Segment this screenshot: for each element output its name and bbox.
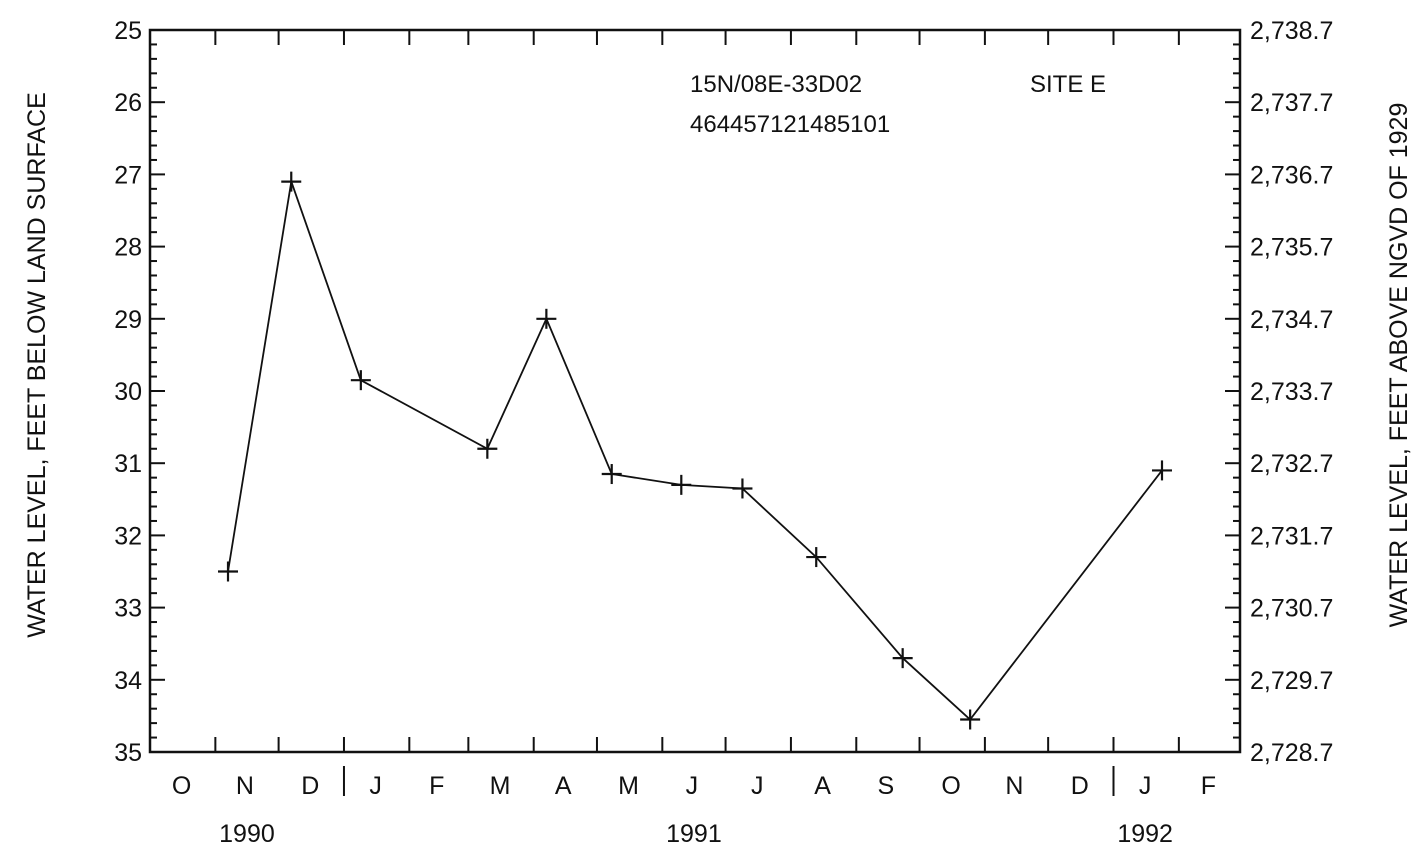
data-point-marker [601,464,622,485]
month-label: D [301,772,319,800]
month-label: N [236,772,254,800]
year-label: 1992 [1117,820,1173,848]
data-point-marker [536,308,557,329]
month-label: M [618,772,639,800]
month-label: F [429,772,444,800]
data-markers [218,171,1172,730]
left-tick-label: 32 [114,522,142,550]
data-point-marker [1151,460,1172,481]
water-level-line [227,181,1163,721]
site-number-label: 464457121485101 [690,111,890,138]
month-label: O [941,772,960,800]
x-axis: O N D J F M A M J J A S O N D J F 1990 1991 1992 [172,30,1216,848]
left-tick-label: 26 [114,89,142,117]
right-tick-label: 2,735.7 [1250,234,1333,262]
right-tick-label: 2,733.7 [1250,378,1333,406]
month-label: J [751,772,764,800]
data-point-marker [806,547,827,568]
left-y-axis-title: WATER LEVEL, FEET BELOW LAND SURFACE [23,92,51,638]
plot-border [148,28,1242,754]
left-y-axis: 25 26 27 28 29 30 31 32 33 34 35 [114,17,165,767]
data-point-marker [671,474,692,495]
month-label: J [1139,772,1152,800]
right-y-axis: 2,738.7 2,737.7 2,736.7 2,735.7 2,734.7 2,733… [1225,17,1333,767]
left-tick-label: 33 [114,595,142,623]
left-tick-label: 35 [114,739,142,767]
month-label: N [1005,772,1023,800]
month-label: S [877,772,894,800]
data-point-marker [960,709,981,730]
right-tick-label: 2,734.7 [1250,306,1333,334]
month-label: M [490,772,511,800]
right-tick-label: 2,736.7 [1250,161,1333,189]
well-id-label: 15N/08E-33D02 [690,71,862,98]
month-label: A [555,772,572,800]
right-tick-label: 2,738.7 [1250,17,1333,45]
right-tick-label: 2,729.7 [1250,667,1333,695]
left-tick-label: 27 [114,161,142,189]
data-point-marker [477,438,498,459]
plot-frame [148,28,1242,754]
right-tick-label: 2,728.7 [1250,739,1333,767]
data-point-marker [281,171,302,192]
data-point-marker [732,478,753,499]
series-line-group [227,181,1163,721]
data-point-marker [350,370,371,391]
right-tick-label: 2,731.7 [1250,522,1333,550]
site-label: SITE E [1030,71,1106,98]
year-label: 1991 [666,820,722,848]
right-tick-label: 2,737.7 [1250,89,1333,117]
month-label: O [172,772,191,800]
month-label: A [814,772,831,800]
month-label: D [1071,772,1089,800]
right-tick-label: 2,730.7 [1250,595,1333,623]
right-tick-label: 2,732.7 [1250,450,1333,478]
left-tick-label: 29 [114,306,142,334]
left-tick-label: 25 [114,17,142,45]
month-label: J [686,772,699,800]
right-y-axis-title: WATER LEVEL, FEET ABOVE NGVD OF 1929 [1385,103,1413,628]
data-point-marker [218,561,239,582]
left-tick-label: 30 [114,378,142,406]
left-tick-label: 28 [114,234,142,262]
month-label: J [369,772,382,800]
left-tick-label: 34 [114,667,142,695]
year-label: 1990 [219,820,275,848]
left-tick-label: 31 [114,450,142,478]
month-label: F [1201,772,1216,800]
data-point-marker [892,648,913,669]
